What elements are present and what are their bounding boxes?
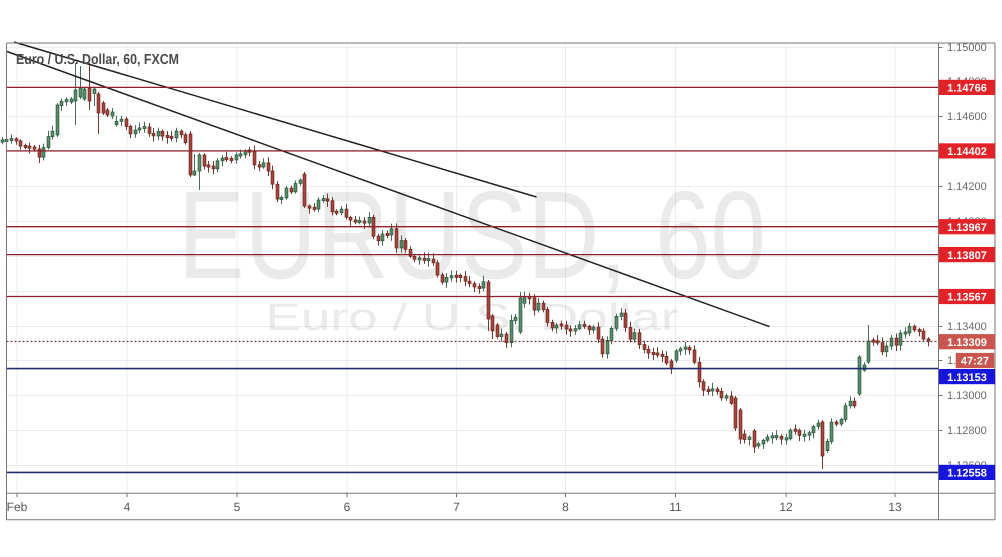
svg-text:1.13400: 1.13400 xyxy=(947,321,987,333)
svg-text:1.13807: 1.13807 xyxy=(947,250,987,262)
svg-text:6: 6 xyxy=(344,500,351,514)
svg-text:5: 5 xyxy=(234,500,241,514)
svg-text:11: 11 xyxy=(669,500,682,514)
svg-text:1.15000: 1.15000 xyxy=(947,42,987,54)
svg-text:Feb: Feb xyxy=(7,500,28,514)
svg-text:4: 4 xyxy=(124,500,131,514)
svg-text:1.12800: 1.12800 xyxy=(947,425,987,437)
svg-text:1.14766: 1.14766 xyxy=(947,83,987,95)
svg-text:7: 7 xyxy=(453,500,460,514)
svg-text:8: 8 xyxy=(562,500,569,514)
svg-text:1.14600: 1.14600 xyxy=(947,111,987,123)
svg-text:1.14402: 1.14402 xyxy=(947,146,987,158)
svg-text:12: 12 xyxy=(779,500,793,514)
svg-text:1.12558: 1.12558 xyxy=(947,468,987,480)
svg-text:1.14200: 1.14200 xyxy=(947,181,987,193)
svg-text:1.13309: 1.13309 xyxy=(947,337,987,349)
svg-text:47:27: 47:27 xyxy=(961,356,989,368)
svg-text:1.13567: 1.13567 xyxy=(947,292,987,304)
svg-text:EURUSD, 60: EURUSD, 60 xyxy=(178,166,766,305)
svg-text:13: 13 xyxy=(888,500,902,514)
svg-text:1.13000: 1.13000 xyxy=(947,390,987,402)
svg-text:1.13153: 1.13153 xyxy=(947,372,987,384)
svg-text:Euro / U.S. Dollar, 60, FXCM: Euro / U.S. Dollar, 60, FXCM xyxy=(16,52,179,68)
svg-text:1.13967: 1.13967 xyxy=(947,222,987,234)
